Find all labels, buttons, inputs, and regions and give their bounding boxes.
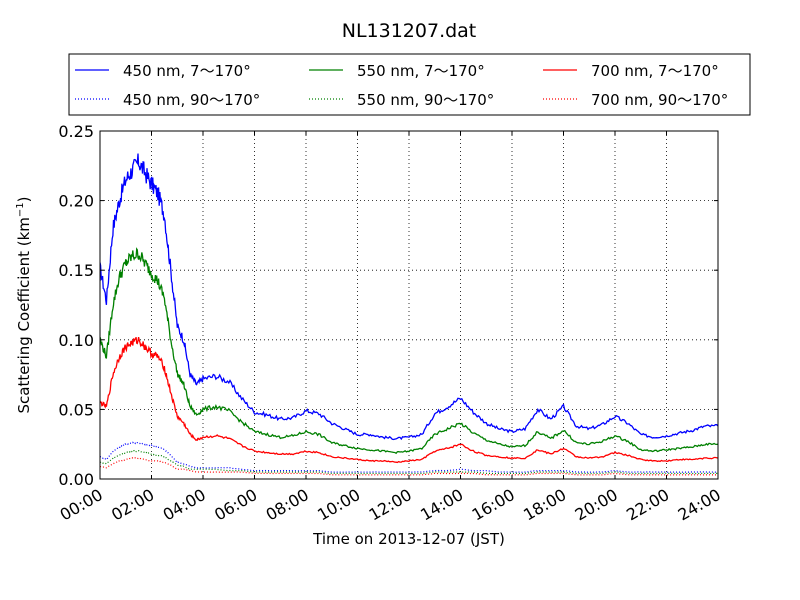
legend-entry: 450 nm, 90～170° — [75, 91, 260, 109]
legend-label: 700 nm, 7～170° — [591, 62, 719, 80]
series-line — [100, 153, 718, 441]
legend-label: 550 nm, 90～170° — [357, 91, 494, 109]
x-axis-label: Time on 2013-12-07 (JST) — [312, 530, 505, 548]
y-tick-label: 0.10 — [58, 331, 94, 350]
legend-entry: 550 nm, 7～170° — [309, 62, 485, 80]
legend-entry: 700 nm, 90～170° — [543, 91, 728, 109]
y-tick-label: 0.25 — [58, 122, 94, 141]
y-tick-label: 0.15 — [58, 261, 94, 280]
y-tick-label: 0.05 — [58, 400, 94, 419]
y-axis-label-main: Scattering Coefficient (km — [15, 217, 33, 413]
y-axis: 0.00 0.05 0.10 0.15 0.20 0.25 — [58, 122, 718, 489]
series-line — [100, 247, 718, 455]
y-axis-label-close: ) — [15, 196, 33, 202]
legend-box — [68, 53, 751, 116]
grid — [100, 131, 718, 479]
legend: 450 nm, 7～170° 550 nm, 7～170° 700 nm, 7～17… — [75, 62, 728, 109]
legend-entry: 450 nm, 7～170° — [75, 62, 251, 80]
legend-label: 700 nm, 90～170° — [591, 91, 728, 109]
plot-area — [100, 153, 718, 476]
y-axis-label-exponent: −1 — [15, 202, 26, 217]
y-tick-label: 0.20 — [58, 192, 94, 211]
chart-title: NL131207.dat — [342, 20, 477, 42]
series-line — [100, 457, 718, 476]
series-line — [100, 336, 718, 464]
legend-entry: 700 nm, 7～170° — [543, 62, 719, 80]
y-tick-label: 0.00 — [58, 470, 94, 489]
y-axis-label: Scattering Coefficient (km−1) — [15, 196, 33, 413]
legend-label: 450 nm, 7～170° — [123, 62, 251, 80]
legend-label: 450 nm, 90～170° — [123, 91, 260, 109]
legend-label: 550 nm, 7～170° — [357, 62, 485, 80]
legend-entry: 550 nm, 90～170° — [309, 91, 494, 109]
